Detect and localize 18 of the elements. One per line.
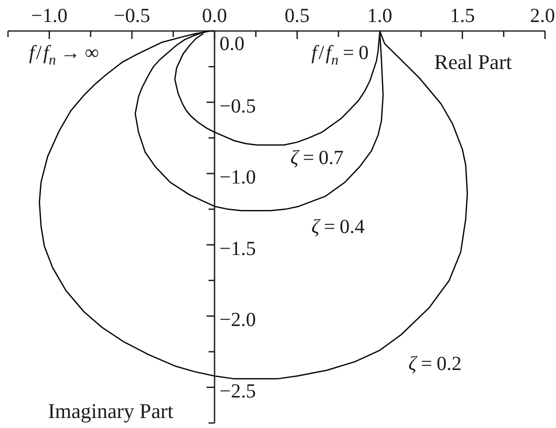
x-tick-label: 0.5 bbox=[284, 5, 310, 27]
series-label: ζ=0.7 bbox=[290, 147, 344, 169]
x-tick-label: −0.5 bbox=[114, 5, 150, 27]
x-tick-label: 1.5 bbox=[450, 5, 475, 27]
y-tick-label: −2.0 bbox=[220, 309, 256, 332]
x-tick-label: 1.0 bbox=[367, 5, 392, 27]
y-tick-label: −1.5 bbox=[220, 238, 256, 260]
y-tick-label: −0.5 bbox=[220, 95, 256, 118]
x-tick-label: −1.0 bbox=[31, 5, 68, 27]
x-axis-title: Real Part bbox=[434, 50, 512, 74]
y-tick-label: −2.5 bbox=[220, 380, 256, 402]
y-tick-label: −1.0 bbox=[220, 166, 256, 189]
x-tick-label: 0.0 bbox=[202, 5, 228, 27]
series-label: ζ=0.2 bbox=[408, 353, 462, 375]
series-label: ζ=0.4 bbox=[311, 216, 365, 238]
y-tick-label: 0.0 bbox=[220, 33, 245, 55]
y-axis-title: Imaginary Part bbox=[48, 399, 174, 423]
x-tick-label: 2.0 bbox=[530, 5, 555, 27]
